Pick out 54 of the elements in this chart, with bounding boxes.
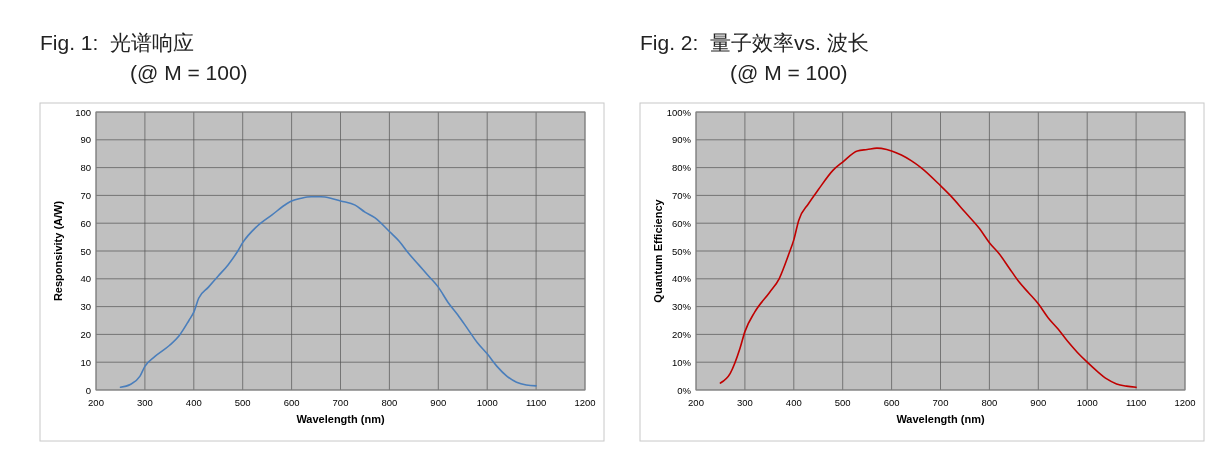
x-tick-label: 600	[283, 397, 300, 408]
y-tick-label: 90	[80, 134, 91, 146]
y-tick-label: 20%	[671, 328, 692, 340]
y-tick-label: 60	[80, 217, 91, 229]
chart-title: Fig. 2: 量子效率vs. 波长	[640, 31, 869, 54]
y-axis-title: Responsivity (A/W)	[52, 200, 64, 302]
chart-title: Fig. 1: 光谱响应	[40, 31, 195, 54]
x-tick-label: 1000	[1076, 397, 1098, 408]
x-tick-label: 900	[1030, 397, 1047, 408]
x-axis-title: Wavelength (nm)	[896, 413, 985, 425]
x-tick-label: 1100	[525, 397, 547, 408]
x-tick-label: 700	[932, 397, 949, 408]
x-tick-label: 400	[185, 397, 202, 408]
y-tick-label: 0%	[677, 384, 692, 396]
x-tick-label: 900	[430, 397, 447, 408]
y-tick-label: 40%	[671, 273, 692, 285]
x-tick-label: 400	[785, 397, 802, 408]
x-tick-label: 1200	[574, 397, 596, 408]
y-tick-label: 100	[75, 106, 91, 118]
chart-subtitle: (@ M = 100)	[130, 61, 248, 84]
x-tick-label: 500	[834, 397, 851, 408]
chart-subtitle: (@ M = 100)	[730, 61, 848, 84]
x-tick-label: 800	[381, 397, 398, 408]
y-tick-label: 60%	[671, 217, 692, 229]
y-tick-label: 40	[80, 273, 91, 285]
y-tick-label: 70	[80, 189, 91, 201]
x-axis-title: Wavelength (nm)	[296, 413, 385, 425]
y-tick-label: 80	[80, 162, 91, 174]
x-tick-label: 200	[688, 397, 704, 408]
y-tick-label: 50	[80, 245, 91, 257]
y-tick-label: 80%	[671, 162, 692, 174]
x-tick-label: 300	[136, 397, 153, 408]
y-tick-label: 30%	[671, 301, 692, 313]
y-tick-label: 20	[80, 328, 91, 340]
y-axis-title: Quantum Efficiency	[652, 198, 664, 303]
y-tick-label: 30	[80, 301, 91, 313]
x-tick-label: 300	[736, 397, 753, 408]
x-tick-label: 1200	[1174, 397, 1196, 408]
y-tick-label: 100%	[666, 106, 692, 118]
x-tick-label: 700	[332, 397, 349, 408]
x-tick-label: 1100	[1125, 397, 1147, 408]
y-tick-label: 10	[80, 356, 91, 368]
y-tick-label: 50%	[671, 245, 692, 257]
x-tick-label: 600	[883, 397, 900, 408]
y-tick-label: 10%	[671, 356, 692, 368]
x-tick-label: 500	[234, 397, 251, 408]
y-tick-label: 90%	[671, 134, 692, 146]
x-tick-label: 800	[981, 397, 998, 408]
y-tick-label: 70%	[671, 189, 692, 201]
x-tick-label: 200	[88, 397, 104, 408]
y-tick-label: 0	[85, 384, 91, 396]
line-series	[719, 147, 1137, 389]
x-tick-label: 1000	[476, 397, 498, 408]
line-series	[119, 195, 537, 389]
